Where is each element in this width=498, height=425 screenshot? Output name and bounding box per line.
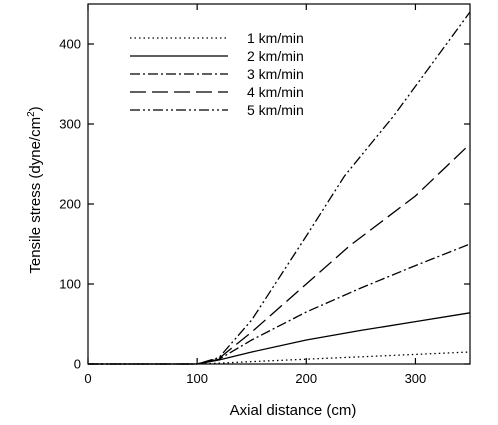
series-line-2	[88, 312, 471, 365]
series-line-4	[88, 143, 471, 365]
legend-label-4: 4 km/min	[247, 84, 304, 100]
x-tick-label: 100	[186, 371, 208, 386]
y-tick-label: 300	[59, 117, 81, 132]
y-axis-label-main: Tensile stress (dyne/cm	[27, 117, 44, 274]
series-layer	[88, 11, 471, 365]
y-axis-label-close: )	[27, 106, 44, 111]
y-tick-label: 400	[59, 37, 81, 52]
legend-label-2: 2 km/min	[247, 48, 304, 64]
y-tick-label: 0	[74, 357, 81, 372]
x-tick-label: 200	[295, 371, 317, 386]
y-axis-label-superscript: 2	[26, 111, 37, 117]
y-axis-label: Tensile stress (dyne/cm2)	[26, 106, 44, 273]
legend-label-1: 1 km/min	[247, 30, 304, 46]
axes: 0 100 200 300 0 100 200 300 400	[59, 3, 471, 386]
series-line-1	[88, 351, 471, 365]
x-axis-label: Axial distance (cm)	[230, 402, 357, 419]
legend-label-5: 5 km/min	[247, 102, 304, 118]
y-tick-label: 100	[59, 277, 81, 292]
series-line-5	[88, 11, 471, 365]
y-tick-label: 200	[59, 197, 81, 212]
x-tick-label: 300	[405, 371, 427, 386]
plot-frame	[87, 3, 471, 365]
legend: 1 km/min 2 km/min 3 km/min 4 km/min 5 km/min	[130, 30, 304, 118]
x-tick-label: 0	[84, 371, 91, 386]
legend-label-3: 3 km/min	[247, 66, 304, 82]
